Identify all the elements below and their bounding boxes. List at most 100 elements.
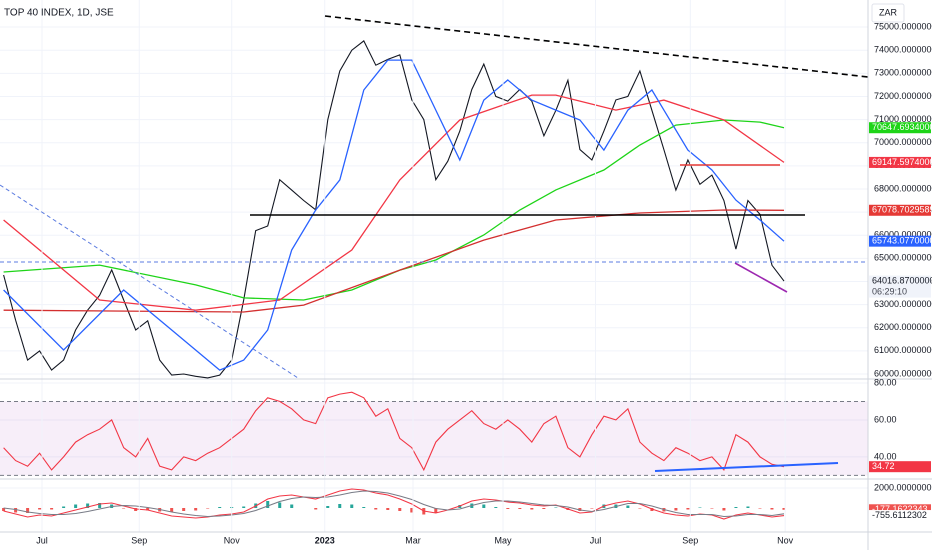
histogram-bar [98,503,102,508]
pane [0,382,868,476]
series-line [3,209,785,313]
histogram-bar [170,508,174,512]
histogram-bar [710,508,714,509]
histogram-bar [770,508,774,510]
histogram-bar [722,508,726,511]
y-tick-label: 71000.0000000 [874,114,932,124]
y-tick-label: 74000.0000000 [874,45,932,55]
y-tick-label: 66000.0000000 [874,230,932,240]
histogram-bar [350,504,354,508]
currency-box [871,3,905,23]
histogram-bar [698,507,702,508]
y-tick-label: 73000.0000000 [874,68,932,78]
histogram-bar [410,508,414,513]
histogram-bar [374,508,378,510]
price-badge [869,156,931,168]
x-tick-label: Nov [777,535,794,545]
price-badge [869,204,931,216]
price-badge-label: -755.6112302 [872,510,927,520]
histogram-bar [146,508,150,511]
histogram-bar [62,506,66,508]
y-tick-label: 60000.0000000 [874,368,932,378]
series-line [3,490,785,518]
price-badge-label: 67078.7029589 [872,205,932,215]
histogram-bar [530,508,534,510]
price-badge-label: 69147.5974000 [872,157,932,167]
histogram-bar [482,504,486,508]
trend-line [324,15,869,78]
histogram-bar [326,506,330,508]
countdown: 06:29:10 [872,286,907,296]
histogram-bar [626,505,630,508]
x-tick-label: Sep [131,535,147,545]
x-tick-label: Jul [590,535,602,545]
x-tick-label: Nov [224,535,241,545]
histogram-bar [290,504,294,508]
histogram-bar [638,508,642,509]
histogram-bar [590,508,594,509]
histogram-bar [50,508,54,510]
series-line [3,391,785,472]
histogram-bar [266,501,270,508]
histogram-bar [746,506,750,508]
y-tick-label: 61000.0000000 [874,345,932,355]
y-tick-label: 75000.0000000 [874,21,932,31]
histogram-bar [674,508,678,511]
price-badge-label: 64016.8700000 [872,275,932,285]
trend-line [0,184,299,379]
y-tick-label: 62000.0000000 [874,322,932,332]
series-line [3,119,785,301]
rsi-trend-line [654,462,839,472]
series-line [3,59,785,371]
histogram-bar [506,508,510,509]
series-line [3,40,785,379]
price-badge [869,504,931,516]
histogram-bar [758,508,762,509]
price-badge-label: -177.1622343 [872,504,928,514]
histogram-bar [734,507,738,508]
y-tick-label: 68000.0000000 [874,183,932,193]
price-badge-label: 70647.6934000 [872,122,932,132]
price-badge [869,235,931,247]
price-badge [869,122,931,134]
histogram-bar [278,502,282,508]
y-tick-label: 72000.0000000 [874,91,932,101]
plot-layer [0,0,868,532]
price-badge-label: 34.72 [872,461,895,471]
y-tick-label: 40.00 [874,451,897,461]
histogram-bar [518,508,522,509]
trend-line [734,262,788,293]
histogram-bar [206,508,210,509]
y-tick-label: 60.00 [874,414,897,424]
histogram-bar [194,508,198,511]
histogram-bar [26,508,30,513]
histogram-bar [338,504,342,508]
histogram-bar [2,508,6,511]
histogram-bar [38,508,42,510]
histogram-bar [434,508,438,513]
currency: ZAR [879,7,898,17]
price-badge [869,275,931,298]
histogram-bar [398,508,402,511]
histogram-bar [74,504,78,508]
y-tick-label: 2000.0000000 [874,482,932,492]
rsi-band [0,401,868,476]
pane [0,26,868,379]
price-badge [869,461,931,473]
histogram-bar [122,508,126,509]
y-tick-label: 65000.0000000 [874,253,932,263]
histogram-bar [314,508,318,510]
histogram-bar [218,507,222,508]
histogram-bar [362,507,366,508]
y-tick-label: 80.00 [874,377,897,387]
histogram-bar [686,508,690,510]
histogram-bar [86,503,90,508]
series-line [3,94,785,311]
x-tick-label: Jul [36,535,48,545]
histogram-bar [14,508,18,513]
series-line [3,488,785,520]
histogram-bar [182,508,186,511]
x-tick-label: Mar [405,535,421,545]
price-badge [869,510,931,522]
